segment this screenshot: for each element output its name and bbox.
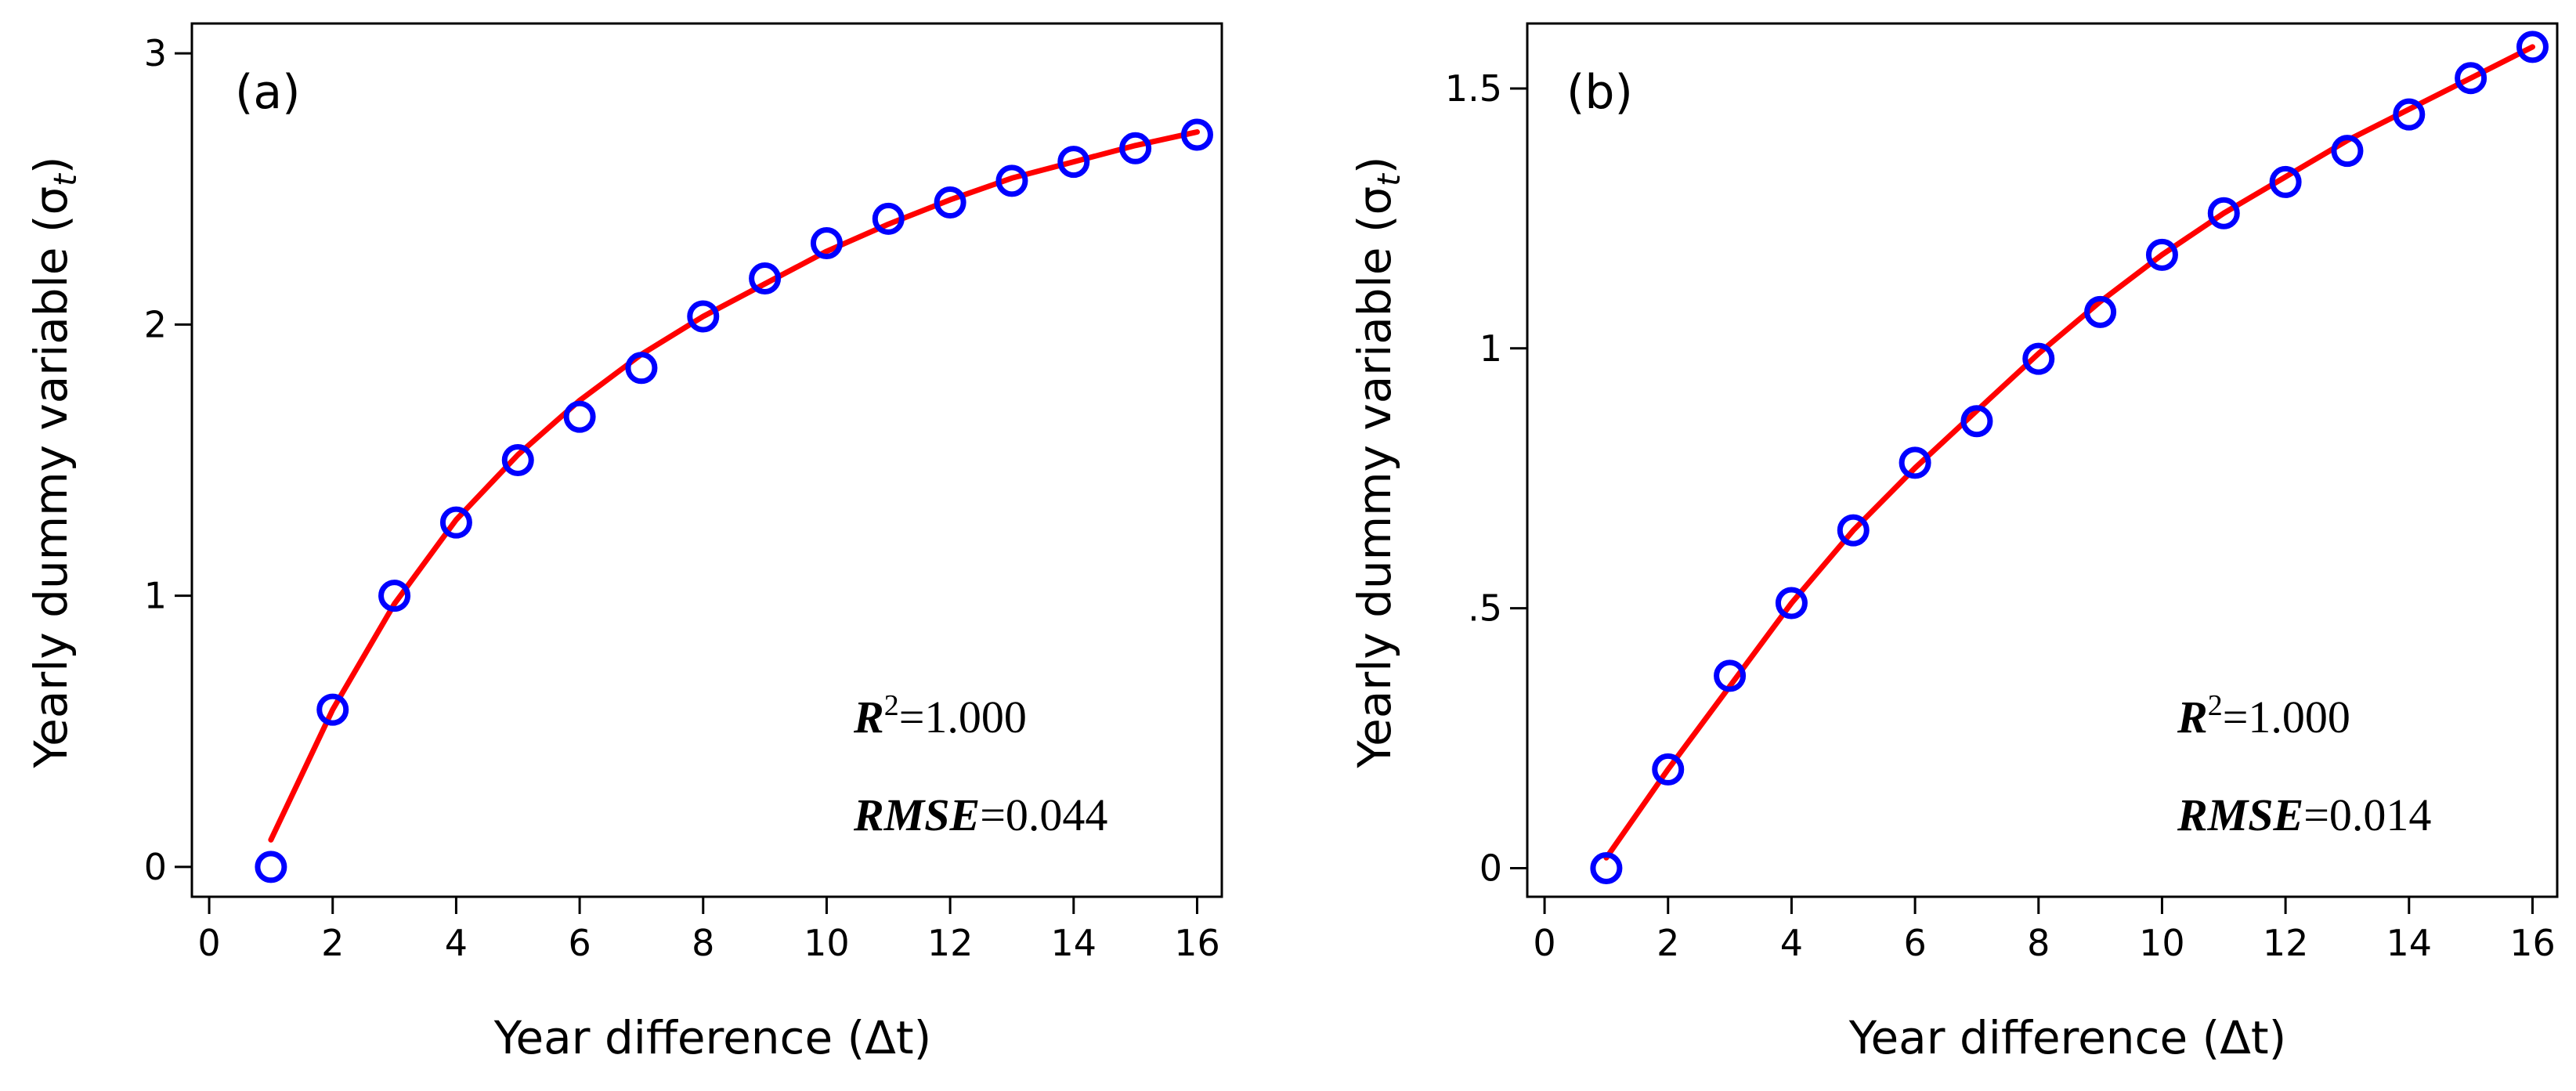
x-tick-label: 6: [568, 922, 591, 964]
r2-superscript: 2: [884, 689, 899, 722]
plot-frame-a: [190, 22, 1223, 898]
x-tick-label: 6: [1903, 922, 1926, 964]
data-point: [1714, 659, 1747, 692]
data-point: [2393, 98, 2426, 131]
r2-symbol: R: [2177, 692, 2208, 742]
fit-curve-group-a: [268, 129, 1200, 843]
x-tick-label: 10: [2139, 922, 2185, 964]
fit-curve: [1603, 44, 2535, 861]
rmse-annotation-a: RMSE=0.044: [853, 789, 1107, 840]
x-tick-label: 4: [445, 922, 468, 964]
r2-superscript: 2: [2208, 689, 2223, 722]
x-tick-label: 14: [2386, 922, 2433, 964]
y-axis-title-a: Yearly dummy variable (σt): [24, 156, 84, 768]
data-point: [2145, 238, 2178, 271]
panel-label-a: (a): [235, 65, 301, 120]
x-tick-label: 14: [1051, 922, 1097, 964]
y-axis-title-subscript: t: [1371, 173, 1407, 186]
panel-label-b: (b): [1566, 65, 1633, 120]
y-tick-label: 0: [144, 846, 167, 888]
data-point: [625, 352, 658, 385]
rmse-annotation-b: RMSE=0.014: [2177, 789, 2431, 840]
y-axis-title-text: Yearly dummy variable (σ: [1348, 186, 1401, 769]
y-axis-title-subscript: t: [48, 173, 84, 186]
y-tick-label: 0: [1479, 847, 1502, 889]
data-point: [2269, 165, 2302, 198]
data-point: [563, 400, 596, 433]
panel-b: 0 2 4 6 8 10 12 14 160.511.5 (b) R2=1.000 RMSE=0…: [1348, 22, 2559, 1064]
data-point: [1837, 514, 1870, 547]
x-tick-label: 8: [2027, 922, 2050, 964]
data-point: [749, 262, 782, 294]
r2-annotation-b: R2=1.000: [2177, 689, 2350, 742]
r2-value: =1.000: [2223, 692, 2350, 742]
y-tick-label: .5: [1468, 587, 1502, 630]
data-point: [2084, 295, 2117, 328]
data-point: [378, 580, 411, 612]
data-points-group-a: [255, 118, 1213, 883]
r2-annotation-a: R2=1.000: [853, 689, 1027, 742]
data-point: [2455, 62, 2487, 95]
y-axis-title-close: ): [24, 156, 78, 174]
data-point: [1057, 146, 1090, 179]
fit-curve-group-b: [1603, 44, 2535, 861]
data-point: [1652, 753, 1685, 786]
data-point: [316, 693, 349, 726]
data-points-group-b: [1590, 31, 2549, 884]
plot-frame-b: [1526, 22, 2559, 898]
x-tick-label: 16: [2509, 922, 2556, 964]
data-point: [1775, 587, 1808, 620]
y-tick-label: 3: [144, 32, 167, 74]
data-point: [1180, 118, 1213, 151]
data-point: [2207, 197, 2240, 229]
y-tick-label: 1: [144, 575, 167, 617]
data-point: [1590, 851, 1623, 884]
rmse-value: =0.014: [2303, 789, 2431, 840]
x-tick-label: 0: [197, 922, 220, 964]
data-point: [501, 444, 534, 476]
data-point: [810, 226, 843, 259]
y-axis-title-close: ): [1348, 156, 1401, 174]
x-tick-label: 12: [927, 922, 974, 964]
y-tick-label: 2: [144, 303, 167, 345]
tick-group-b: 0 2 4 6 8 10 12 14 16 0 .5 1 1.5: [1445, 67, 2556, 964]
x-axis-title-a: Year difference (Δt): [493, 1011, 932, 1064]
x-tick-label: 2: [1657, 922, 1679, 964]
data-point: [872, 202, 905, 235]
data-point: [2022, 342, 2055, 375]
x-tick-label: 8: [692, 922, 714, 964]
data-point: [439, 506, 472, 539]
x-axis-title-b: Year difference (Δt): [1848, 1011, 2287, 1064]
rmse-symbol: RMSE: [2177, 789, 2303, 840]
data-point: [995, 164, 1028, 197]
data-point: [687, 300, 720, 333]
r2-symbol: R: [853, 692, 884, 742]
data-point: [2331, 135, 2364, 168]
x-tick-label: 2: [321, 922, 344, 964]
y-tick-label: 1: [1479, 327, 1502, 370]
x-tick-label: 10: [804, 922, 850, 964]
data-point: [1960, 405, 1993, 438]
data-point: [1119, 132, 1152, 164]
r2-value: =1.000: [899, 692, 1027, 742]
x-tick-label: 16: [1174, 922, 1220, 964]
y-axis-title-text: Yearly dummy variable (σ: [24, 186, 78, 769]
x-tick-label: 0: [1533, 922, 1555, 964]
data-point: [2516, 31, 2549, 63]
data-point: [934, 186, 966, 219]
data-point: [1899, 446, 1931, 479]
y-axis-title-b: Yearly dummy variable (σt): [1348, 156, 1407, 768]
rmse-symbol: RMSE: [853, 789, 980, 840]
x-tick-label: 4: [1780, 922, 1803, 964]
y-tick-label: 1.5: [1445, 67, 1502, 110]
rmse-value: =0.044: [980, 789, 1107, 840]
fit-curve: [268, 129, 1200, 843]
data-point: [255, 851, 287, 883]
x-tick-label: 12: [2263, 922, 2309, 964]
